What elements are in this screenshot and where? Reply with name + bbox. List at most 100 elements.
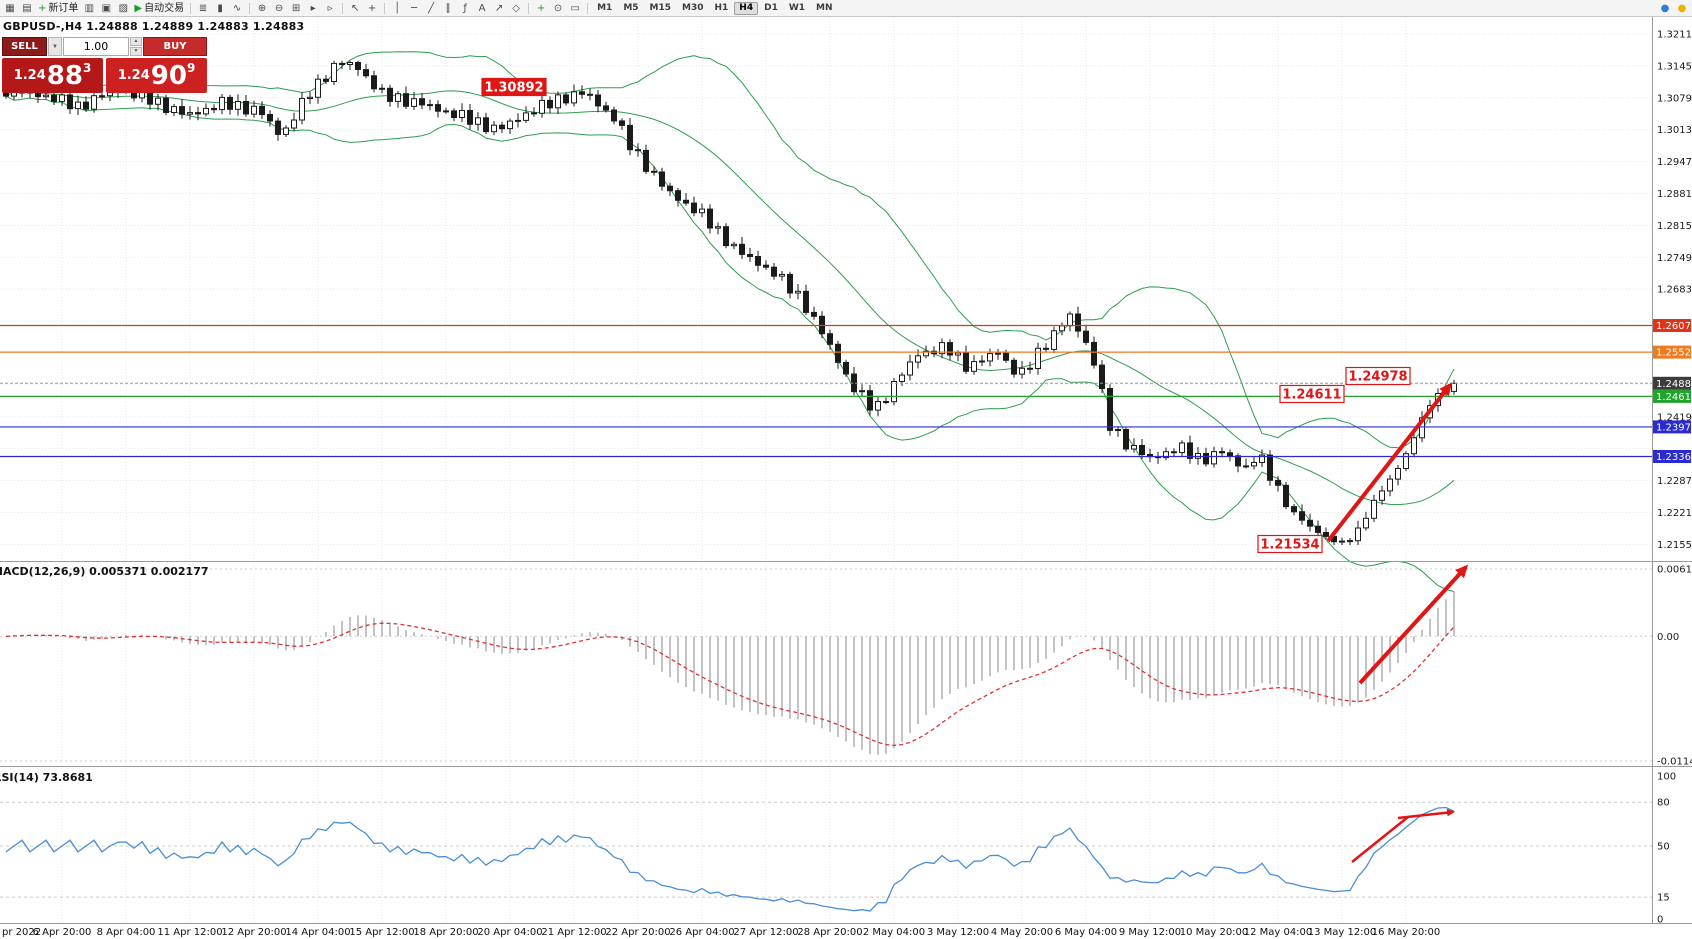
arrows-tool-icon[interactable]: ↗ bbox=[491, 1, 507, 15]
candle-chart-icon[interactable]: ▮ bbox=[212, 1, 228, 15]
data-window-icon[interactable]: ▣ bbox=[98, 1, 114, 15]
templates-icon[interactable]: ▭ bbox=[567, 1, 583, 15]
zoom-out-icon[interactable]: ⊖ bbox=[271, 1, 287, 15]
timeframe-h1-button[interactable]: H1 bbox=[710, 2, 734, 15]
price-callout-box bbox=[1345, 366, 1411, 386]
fibonacci-icon: ƒ bbox=[463, 2, 467, 14]
arrows-tool-icon: ↗ bbox=[494, 2, 504, 14]
price-tick-label: 1.21550 bbox=[1657, 540, 1692, 551]
horizontal-line-icon: ─ bbox=[411, 2, 418, 14]
buy-button[interactable]: BUY bbox=[143, 37, 207, 56]
time-label: 8 Apr 04:00 bbox=[97, 927, 156, 938]
timeframe-m30-button[interactable]: M30 bbox=[677, 2, 708, 15]
price-tick-label: 1.29470 bbox=[1657, 157, 1692, 168]
price-callout-box bbox=[481, 77, 547, 97]
chart-ohlc-info: GBPUSD-,H4 1.24888 1.24889 1.24883 1.248… bbox=[3, 20, 305, 33]
zoom-in-icon: ⊕ bbox=[257, 2, 267, 14]
channel-icon[interactable]: ∥ bbox=[440, 1, 456, 15]
vertical-line-icon: │ bbox=[394, 2, 401, 14]
periods-icon[interactable]: ⊙ bbox=[550, 1, 566, 15]
price-tag bbox=[1653, 376, 1691, 390]
time-label: 16 May 20:00 bbox=[1372, 927, 1441, 938]
cursor-icon[interactable]: ↖ bbox=[347, 1, 363, 15]
community-icon[interactable]: ● bbox=[1674, 1, 1690, 15]
timeframe-h4-button[interactable]: H4 bbox=[734, 1, 759, 15]
time-label: 10 May 20:00 bbox=[1180, 927, 1249, 938]
new-order-button[interactable]: + 新订单 bbox=[36, 1, 80, 15]
price-tag bbox=[1653, 420, 1691, 434]
macd-axis-label: 0.00 bbox=[1657, 632, 1679, 643]
price-callout-box bbox=[1279, 384, 1345, 404]
community-icon: ● bbox=[1677, 2, 1687, 14]
fibonacci-icon[interactable]: ƒ bbox=[457, 1, 473, 15]
indicators-add-icon[interactable]: + bbox=[533, 1, 549, 15]
buy-price-main: 90 bbox=[150, 60, 187, 91]
price-tag-label: 1.23979 bbox=[1656, 422, 1692, 433]
volume-up-button[interactable]: ▲ bbox=[130, 37, 142, 46]
price-tag bbox=[1653, 450, 1691, 463]
price-tick-label: 1.30790 bbox=[1657, 93, 1692, 104]
timeframe-w1-button[interactable]: W1 bbox=[784, 2, 810, 15]
price-tick-label: 1.28150 bbox=[1657, 221, 1692, 232]
navigator-icon[interactable]: ▧ bbox=[115, 1, 131, 15]
zoom-in-icon[interactable]: ⊕ bbox=[254, 1, 270, 15]
tile-windows-icon[interactable]: ⊞ bbox=[288, 1, 304, 15]
order-type-dropdown[interactable]: ▼ bbox=[48, 37, 62, 56]
buy-price-display[interactable]: 1.24 90 9 bbox=[106, 58, 207, 93]
candlesticks bbox=[3, 60, 1457, 546]
volume-down-button[interactable]: ▼ bbox=[130, 47, 142, 56]
time-label: 2 May 04:00 bbox=[863, 927, 925, 938]
price-tick-label: 1.32110 bbox=[1657, 30, 1692, 41]
price-tick-label: 1.27490 bbox=[1657, 253, 1692, 264]
chart-window[interactable]: 1.32110 1.31450 1.30790 1.30130 1.29470 1.288… bbox=[0, 17, 1692, 939]
channel-icon: ∥ bbox=[445, 2, 451, 14]
horizontal-line-icon[interactable]: ─ bbox=[406, 1, 422, 15]
time-label: 18 Apr 20:00 bbox=[413, 927, 478, 938]
toolbar-separator bbox=[384, 2, 386, 14]
price-tag-label: 1.24611 bbox=[1656, 392, 1692, 403]
text-icon: A bbox=[478, 2, 486, 14]
price-axis[interactable]: 1.32110 1.31450 1.30790 1.30130 1.29470 1.288… bbox=[1653, 30, 1692, 926]
horizontal-level-lines[interactable] bbox=[0, 324, 1652, 458]
timeframe-m1-button[interactable]: M1 bbox=[592, 2, 617, 15]
chart-canvas[interactable]: 1.32110 1.31450 1.30790 1.30130 1.29470 1.288… bbox=[0, 17, 1692, 939]
new-chart-icon: ▦ bbox=[5, 2, 15, 14]
price-tag-label: 1.23368 bbox=[1656, 452, 1692, 463]
trend-arrow bbox=[1358, 564, 1469, 685]
timeframe-m15-button[interactable]: M15 bbox=[645, 2, 676, 15]
chart-annotations[interactable]: 1.30892 1.24978 1.24611 1.21534 bbox=[481, 77, 1469, 863]
autotrading-button[interactable]: ▶ 自动交易 bbox=[132, 1, 186, 15]
cursor-icon: ↖ bbox=[350, 2, 360, 14]
time-label: 13 May 12:00 bbox=[1308, 927, 1377, 938]
trendline-icon[interactable]: ╱ bbox=[423, 1, 439, 15]
pane-separators[interactable] bbox=[0, 17, 1692, 924]
bar-chart-icon[interactable]: ≣ bbox=[195, 1, 211, 15]
buy-price-pipette: 9 bbox=[186, 60, 196, 75]
price-callout-box bbox=[1257, 534, 1323, 554]
text-icon[interactable]: A bbox=[474, 1, 490, 15]
vertical-line-icon[interactable]: │ bbox=[389, 1, 405, 15]
profiles-icon[interactable]: ▤ bbox=[19, 1, 35, 15]
line-chart-icon[interactable]: ∿ bbox=[229, 1, 245, 15]
price-callout-text: 1.24611 bbox=[1282, 388, 1341, 403]
timeframe-mn-button[interactable]: MN bbox=[811, 2, 838, 15]
chart-shift-icon[interactable]: ▹ bbox=[322, 1, 338, 15]
timeframe-d1-button[interactable]: D1 bbox=[759, 2, 783, 15]
crosshair-icon[interactable]: + bbox=[364, 1, 380, 15]
autotrading-icon: ▶ bbox=[134, 2, 143, 14]
one-click-trading-panel: SELL ▼ ▲ ▼ BUY 1.24 88 3 1.24 90 9 bbox=[2, 37, 207, 93]
shapes-icon[interactable]: ◇ bbox=[508, 1, 524, 15]
chat-icon[interactable]: ● bbox=[1657, 1, 1673, 15]
market-watch-icon[interactable]: ▥ bbox=[81, 1, 97, 15]
new-chart-icon[interactable]: ▦ bbox=[2, 1, 18, 15]
time-label: 22 Apr 20:00 bbox=[605, 927, 670, 938]
volume-input[interactable] bbox=[63, 37, 129, 56]
auto-scroll-icon[interactable]: ▸ bbox=[305, 1, 321, 15]
price-tag bbox=[1653, 319, 1691, 332]
timeframe-m5-button[interactable]: M5 bbox=[618, 2, 643, 15]
sell-button[interactable]: SELL bbox=[2, 37, 47, 56]
sell-price-display[interactable]: 1.24 88 3 bbox=[2, 58, 103, 93]
buy-price-prefix: 1.24 bbox=[117, 68, 150, 83]
price-tag-label: 1.24883 bbox=[1656, 379, 1692, 390]
